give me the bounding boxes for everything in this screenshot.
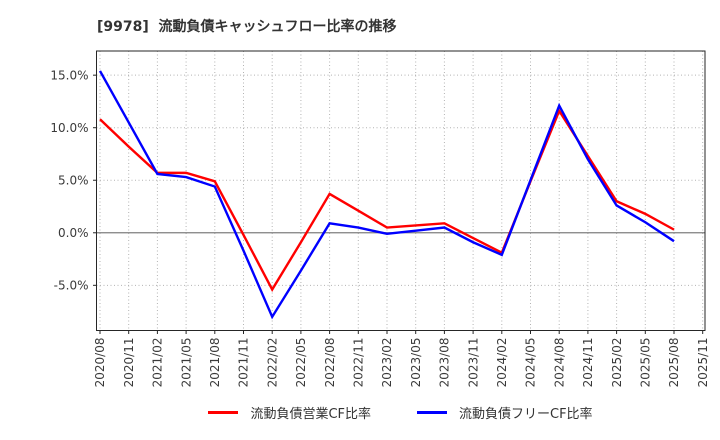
x-tick-label: 2022/11 [352,338,366,388]
x-tick-label: 2024/02 [495,338,509,388]
x-tick-label: 2025/08 [667,338,681,388]
x-tick-label: 2023/11 [466,338,480,388]
red-line-swatch [208,411,239,414]
y-tick-label: 10.0% [50,121,88,135]
x-tick-label: 2022/05 [294,338,308,388]
x-tick-label: 2022/02 [265,338,279,388]
x-tick-label: 2024/11 [581,338,595,388]
x-tick-label: 2021/02 [151,338,165,388]
x-tick-label: 2023/08 [438,338,452,388]
chart-title: [9978] 流動負債キャッシュフロー比率の推移 [97,19,397,35]
x-tick-label: 2024/05 [524,338,538,388]
x-tick-label: 2021/08 [208,338,222,388]
legend-item-operating-cf: 流動負債営業CF比率 [208,403,371,422]
legend-label-operating-cf: 流動負債営業CF比率 [250,407,371,422]
x-tick-label: 2025/05 [639,338,653,388]
y-tick-label: 0.0% [58,226,89,240]
x-tick-label: 2025/11 [696,338,710,388]
x-tick-label: 2022/08 [323,338,337,388]
plot-border [96,50,706,331]
x-tick-label: 2021/05 [179,338,193,388]
x-tick-label: 2023/05 [409,338,423,388]
x-tick-label: 2023/02 [380,338,394,388]
x-tick-label: 2024/08 [552,338,566,388]
y-tick-label: 5.0% [58,173,89,187]
series-line-1 [98,70,675,320]
x-tick-label: 2025/02 [610,338,624,388]
x-tick-label: 2020/08 [93,338,107,388]
blue-line-swatch [417,411,447,414]
series-line-0 [99,108,675,292]
x-tick-label: 2021/11 [237,338,251,388]
legend: 流動負債営業CF比率 流動負債フリーCF比率 [96,403,705,422]
y-tick-label: 15.0% [50,68,88,82]
x-tick-label: 2020/11 [122,338,136,388]
y-tick-label: -5.0% [54,279,89,293]
legend-item-free-cf: 流動負債フリーCF比率 [417,403,593,422]
legend-label-free-cf: 流動負債フリーCF比率 [459,407,593,422]
